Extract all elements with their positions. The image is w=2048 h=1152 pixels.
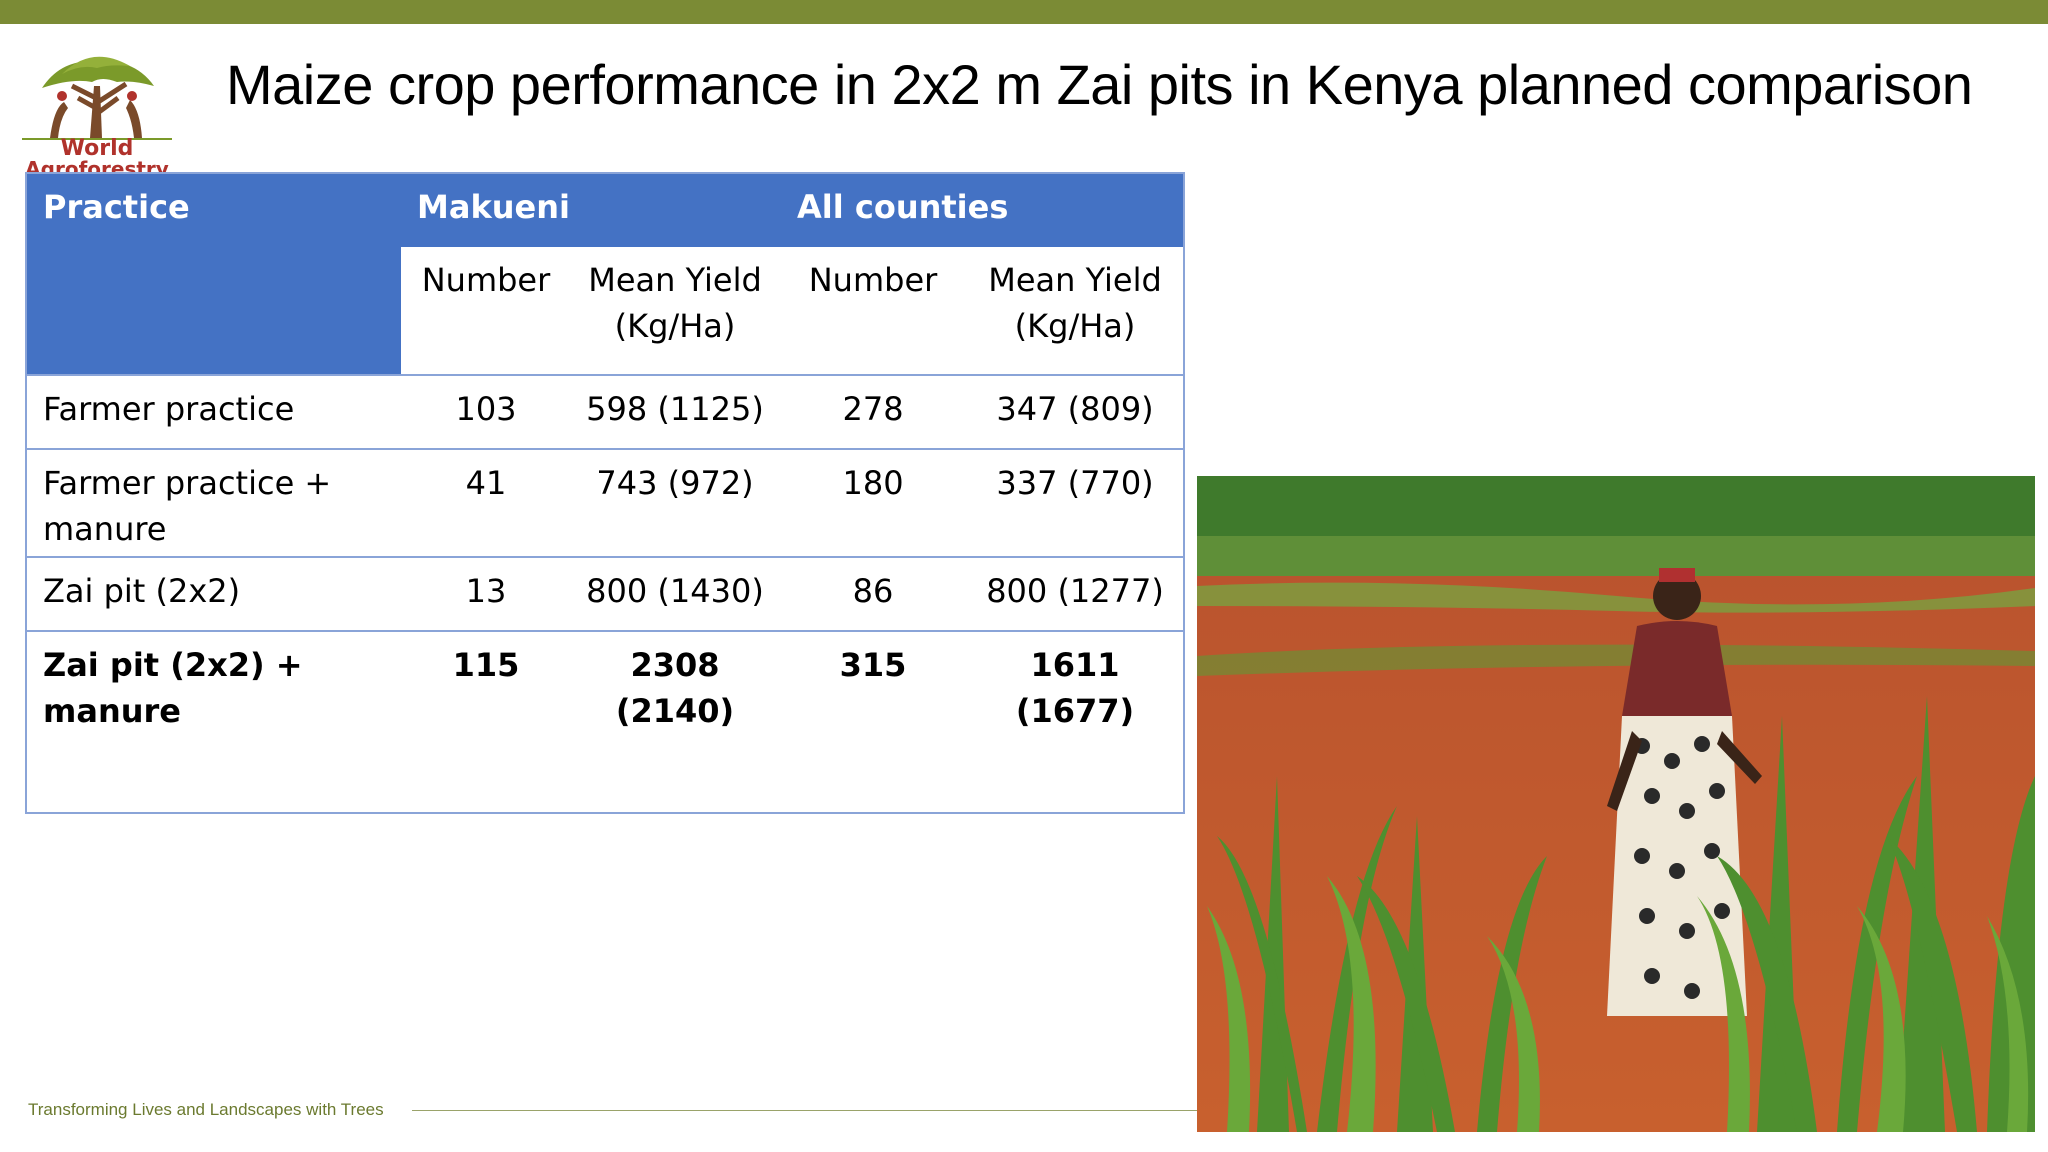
cell-makueni-yield: 743 (972) [571, 448, 780, 557]
cell-all-yield: 347 (809) [967, 374, 1185, 449]
acacia-tree-icon [22, 56, 172, 140]
cell-makueni-number: 41 [401, 448, 571, 557]
cell-all-yield: 1611 (1677) [967, 630, 1185, 813]
top-accent-bar [0, 0, 2048, 24]
cell-makueni-yield: 800 (1430) [571, 556, 780, 631]
header-group-all-counties: All counties [779, 173, 1185, 247]
cell-all-number: 180 [779, 448, 968, 557]
maize-farmer-photo-illustration [1197, 476, 2035, 1132]
subheader-makueni-yield: Mean Yield (Kg/Ha) [571, 247, 780, 375]
table-header-row: Practice Makueni All counties [26, 173, 1185, 375]
cell-all-number: 278 [779, 374, 968, 449]
cell-all-number: 315 [779, 630, 968, 813]
table-subheader-row: Number Mean Yield (Kg/Ha) Number Mean Yi… [26, 247, 1185, 375]
footer-divider [412, 1110, 1197, 1111]
maize-field-photo [1197, 476, 2035, 1132]
header-practice: Practice [26, 173, 401, 375]
cell-makueni-number: 13 [401, 556, 571, 631]
cell-makueni-yield: 598 (1125) [571, 374, 780, 449]
cell-practice: Farmer practice [26, 374, 401, 449]
footer-tagline: Transforming Lives and Landscapes with T… [28, 1100, 384, 1119]
cell-makueni-number: 103 [401, 374, 571, 449]
subheader-all-number: Number [779, 247, 968, 375]
slide-title: Maize crop performance in 2x2 m Zai pits… [226, 53, 1973, 116]
cell-practice: Zai pit (2x2) [26, 556, 401, 631]
logo-text-world: World [60, 136, 134, 161]
yield-comparison-table: Practice Makueni All counties Number Mea… [25, 172, 1186, 814]
cell-all-yield: 800 (1277) [967, 556, 1185, 631]
subheader-all-yield: Mean Yield (Kg/Ha) [967, 247, 1185, 375]
table-row: Farmer practice + manure 41 743 (972) 18… [26, 448, 1185, 557]
farmer-figure [1607, 568, 1762, 1016]
table-row: Farmer practice 103 598 (1125) 278 347 (… [26, 374, 1185, 449]
cell-practice: Zai pit (2x2) + manure [26, 630, 401, 813]
subheader-makueni-number: Number [401, 247, 571, 375]
cell-practice: Farmer practice + manure [26, 448, 401, 557]
table-row: Zai pit (2x2) + manure 115 2308 (2140) 3… [26, 630, 1185, 813]
header-group-makueni: Makueni [401, 173, 780, 247]
world-agroforestry-logo: World Agroforestry [22, 38, 172, 172]
cell-makueni-yield: 2308 (2140) [571, 630, 780, 813]
cell-all-number: 86 [779, 556, 968, 631]
cell-all-yield: 337 (770) [967, 448, 1185, 557]
cell-makueni-number: 115 [401, 630, 571, 813]
table-row: Zai pit (2x2) 13 800 (1430) 86 800 (1277… [26, 556, 1185, 631]
logo-text-agroforestry: Agroforestry [25, 157, 169, 172]
